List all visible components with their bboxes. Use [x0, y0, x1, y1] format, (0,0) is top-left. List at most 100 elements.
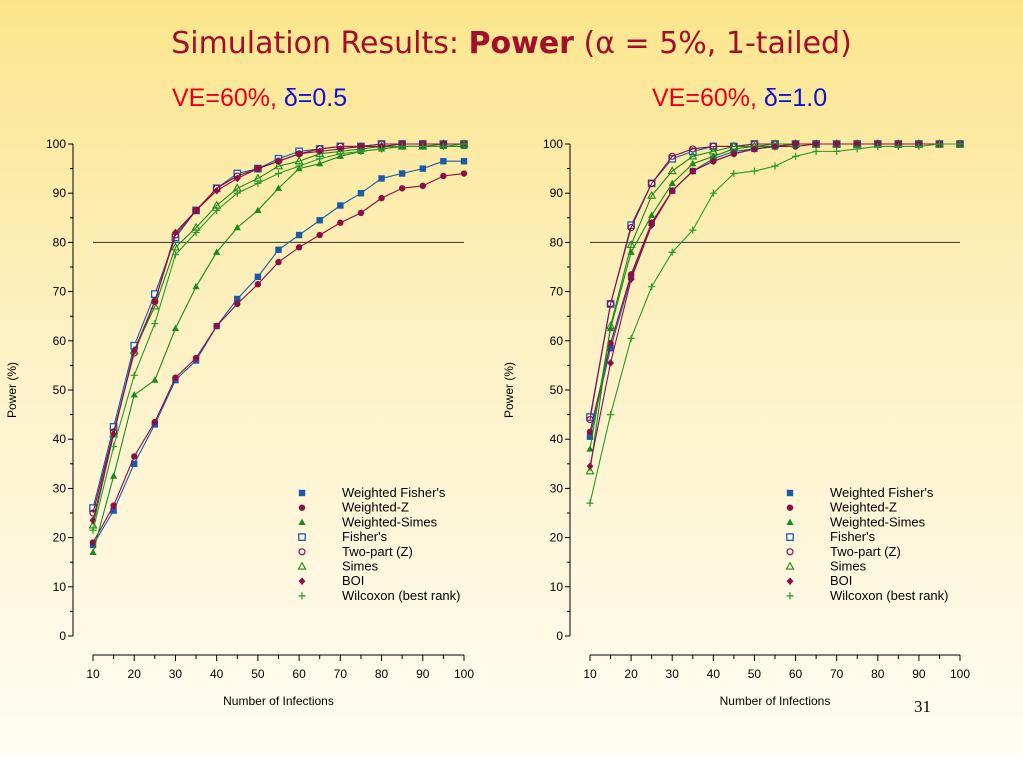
series-wilcoxon-best-rank	[586, 140, 964, 507]
y-tick-label: 30	[53, 481, 67, 495]
data-point	[440, 158, 447, 165]
data-point	[110, 502, 117, 509]
data-point	[708, 146, 718, 155]
data-point	[131, 453, 138, 460]
page-number: 31	[914, 697, 931, 716]
data-point	[233, 174, 241, 183]
legend: Weighted Fisher'sWeighted-ZWeighted-Sime…	[785, 485, 948, 603]
x-tick-label: 30	[666, 667, 680, 681]
legend-marker	[786, 489, 794, 497]
data-point	[460, 170, 468, 177]
data-point	[316, 159, 324, 167]
data-point	[316, 217, 323, 224]
data-point	[274, 169, 283, 178]
x-tick-label: 70	[830, 667, 844, 681]
right-chart-subtitle: VE=60%, δ=1.0	[652, 84, 827, 113]
x-tick-label: 90	[416, 667, 430, 681]
data-point	[192, 228, 200, 237]
legend-label: Weighted Fisher's	[342, 485, 446, 500]
y-tick-label: 40	[550, 432, 564, 446]
data-point	[378, 194, 385, 202]
data-point	[192, 206, 200, 215]
x-tick-label: 90	[912, 667, 926, 681]
data-point	[586, 428, 594, 436]
data-point	[110, 507, 117, 514]
x-tick-label: 60	[789, 667, 803, 681]
y-axis-label: Power (%)	[502, 362, 516, 418]
data-point	[213, 206, 221, 215]
data-point	[254, 179, 262, 187]
data-point	[771, 162, 779, 170]
y-tick-label: 90	[53, 186, 67, 200]
data-point	[398, 185, 406, 192]
x-tick-label: 40	[210, 667, 224, 681]
data-point	[667, 166, 677, 175]
series-line	[589, 143, 960, 450]
x-tick-label: 80	[375, 667, 389, 681]
data-point	[586, 462, 594, 471]
data-point	[606, 411, 615, 419]
data-point	[585, 466, 595, 475]
data-point	[336, 145, 344, 153]
data-point	[792, 140, 799, 148]
data-point	[771, 142, 779, 151]
legend-label: Two-part (Z)	[342, 544, 413, 559]
legend-marker	[298, 533, 306, 541]
left-subtitle-delta: δ=0.5	[283, 84, 348, 112]
legend-marker	[786, 577, 794, 585]
x-axis-label: Number of Infections	[223, 694, 334, 708]
x-tick-label: 100	[950, 667, 970, 681]
data-point	[791, 152, 800, 160]
x-tick-label: 40	[707, 667, 721, 681]
data-point	[110, 472, 118, 479]
data-point	[709, 189, 717, 197]
data-point	[689, 159, 697, 167]
data-point	[357, 142, 365, 151]
legend-marker	[298, 518, 306, 525]
data-point	[853, 145, 861, 153]
data-point	[213, 322, 220, 330]
data-point	[460, 158, 468, 165]
data-point	[729, 141, 739, 150]
data-point	[709, 142, 717, 151]
data-point	[398, 170, 406, 177]
data-point	[89, 526, 97, 534]
data-point	[606, 300, 615, 308]
data-point	[234, 295, 241, 303]
data-point	[172, 374, 179, 381]
data-point	[935, 140, 944, 148]
data-point	[337, 219, 344, 226]
legend-marker	[298, 548, 306, 556]
data-point	[89, 539, 97, 546]
y-tick-label: 20	[550, 531, 564, 545]
legend-label: Weighted-Z	[830, 500, 897, 515]
data-point	[668, 152, 676, 160]
data-point	[295, 244, 303, 251]
data-point	[192, 354, 200, 362]
data-point	[131, 460, 138, 467]
y-tick-label: 50	[550, 383, 564, 397]
data-point	[337, 202, 344, 209]
data-point	[295, 162, 303, 170]
data-point	[151, 376, 159, 383]
data-point	[586, 499, 594, 507]
data-point	[110, 442, 118, 451]
data-point	[627, 275, 635, 284]
x-tick-label: 100	[454, 667, 474, 681]
data-point	[170, 242, 180, 251]
data-point	[419, 165, 426, 172]
legend-marker	[297, 561, 307, 570]
legend-label: BOI	[342, 573, 364, 588]
data-point	[648, 179, 656, 187]
x-tick-label: 50	[251, 667, 265, 681]
y-tick-label: 0	[59, 629, 66, 643]
data-point	[130, 346, 138, 355]
data-point	[853, 140, 861, 148]
data-point	[874, 142, 882, 151]
series-line	[589, 143, 960, 418]
slide-title: Simulation Results: Power (α = 5%, 1-tai…	[0, 26, 1023, 61]
data-point	[130, 371, 138, 379]
data-point	[709, 152, 717, 159]
series-weighted-fisher-s	[586, 140, 964, 440]
legend-label: Weighted-Z	[342, 500, 409, 515]
